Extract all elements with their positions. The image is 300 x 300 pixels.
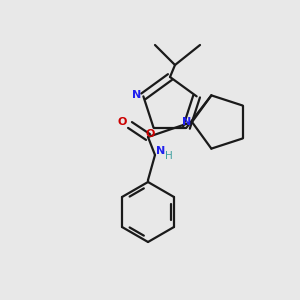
- Text: H: H: [165, 151, 173, 161]
- Text: O: O: [117, 117, 127, 127]
- Text: N: N: [132, 90, 141, 100]
- Text: N: N: [182, 117, 192, 127]
- Text: O: O: [146, 129, 155, 139]
- Text: N: N: [156, 146, 166, 156]
